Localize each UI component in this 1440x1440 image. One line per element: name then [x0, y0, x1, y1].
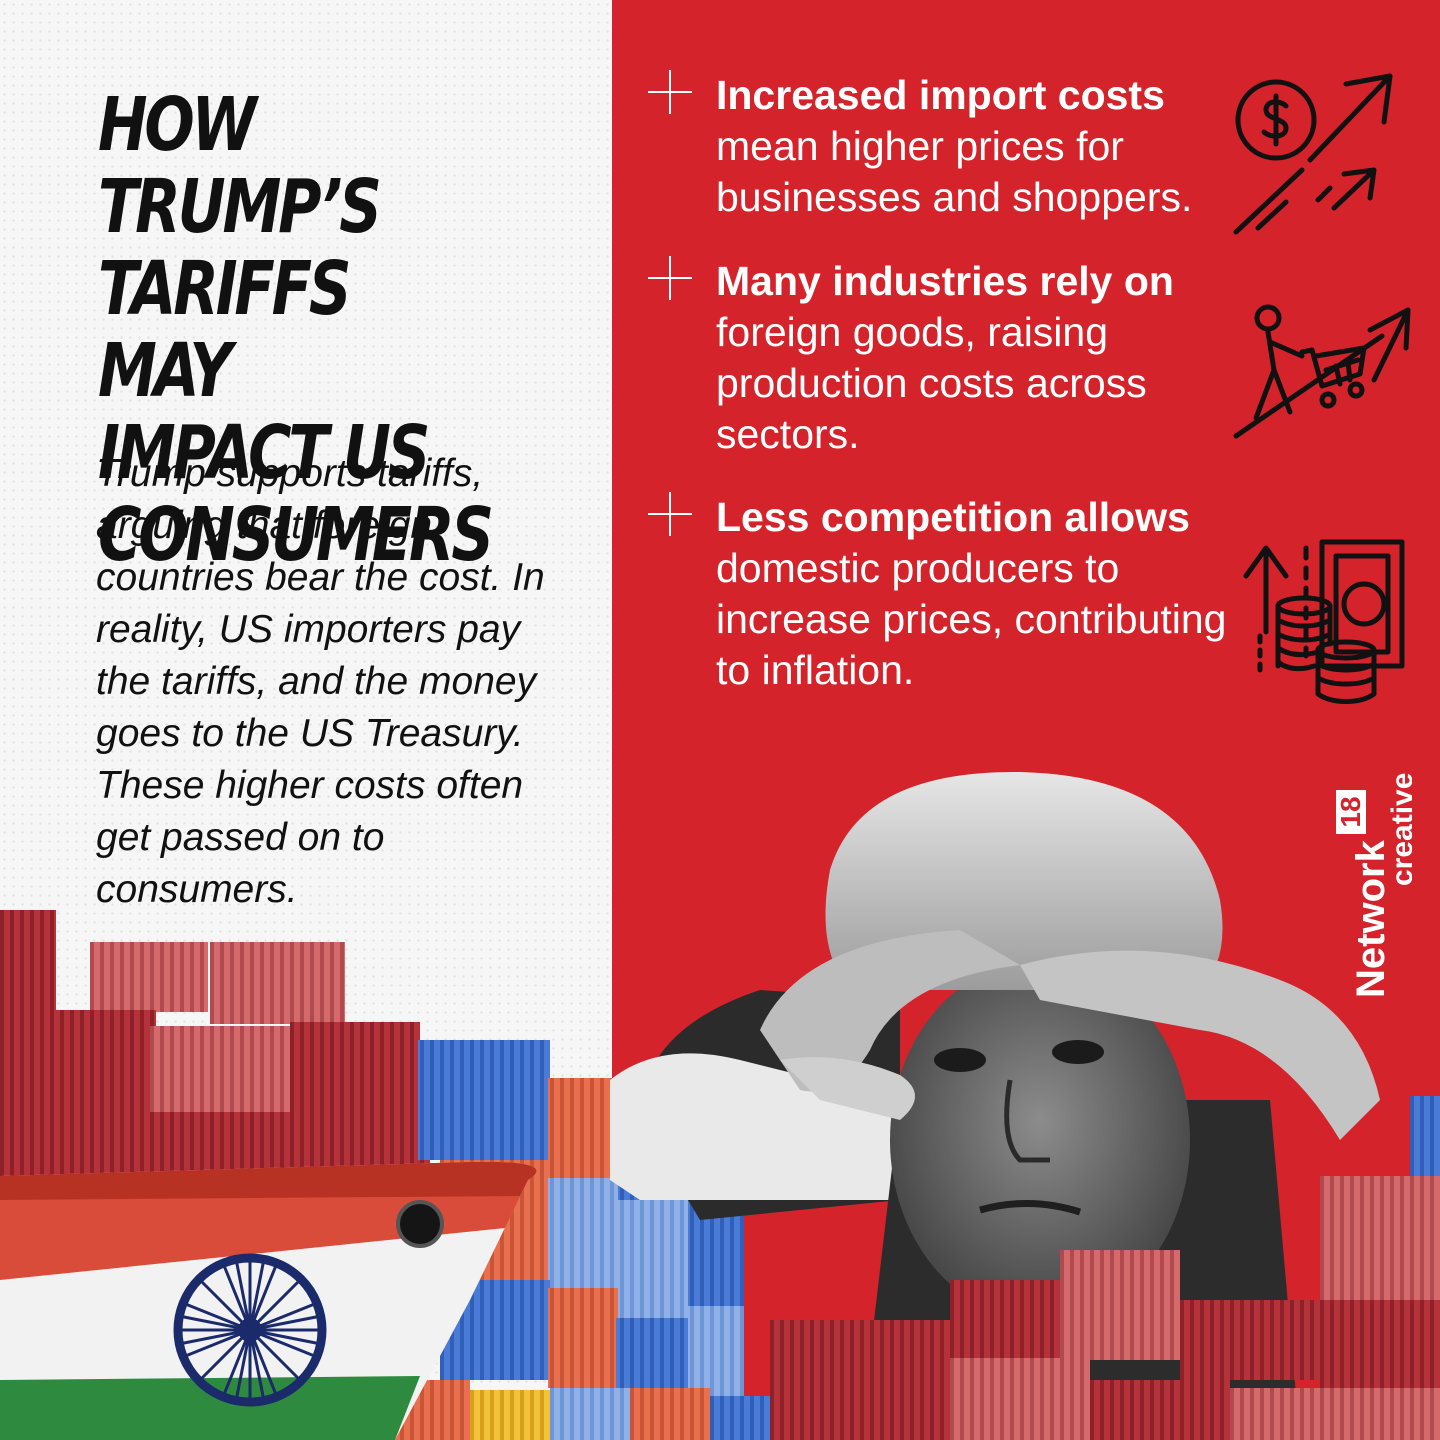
point-rest: domestic producers to increase prices, c…: [716, 545, 1227, 693]
point-industries: Many industries rely on foreign goods, r…: [648, 256, 1228, 460]
logo-number: 18: [1335, 796, 1366, 827]
point-rest: foreign goods, raising production costs …: [716, 309, 1147, 457]
point-competition: Less competition allows domestic produce…: [648, 492, 1228, 696]
plus-icon: [648, 492, 692, 536]
person-pushing-cart-uphill-icon: [1232, 300, 1416, 444]
point-text: Less competition allows domestic produce…: [716, 492, 1228, 696]
point-bold: Many industries rely on: [716, 258, 1174, 304]
ashoka-chakra-icon: [173, 1253, 327, 1407]
point-bold: Increased import costs: [716, 72, 1165, 118]
point-rest: mean higher prices for businesses and sh…: [716, 123, 1193, 220]
rising-money-coins-icon: [1240, 536, 1412, 706]
plus-icon: [648, 256, 692, 300]
plus-icon: [648, 70, 692, 114]
logo-brand: Network: [1349, 839, 1393, 998]
intro-paragraph: Trump supports tariffs, arguing that for…: [96, 452, 545, 911]
point-bold: Less competition allows: [716, 494, 1190, 540]
price-increase-arrows-icon: [1228, 70, 1398, 235]
point-import-costs: Increased import costs mean higher price…: [648, 70, 1228, 223]
point-text: Many industries rely on foreign goods, r…: [716, 256, 1228, 460]
headline: HOW TRUMP’S TARIFFS MAY IMPACT US CONSUM…: [98, 82, 494, 578]
point-text: Increased import costs mean higher price…: [716, 70, 1228, 223]
